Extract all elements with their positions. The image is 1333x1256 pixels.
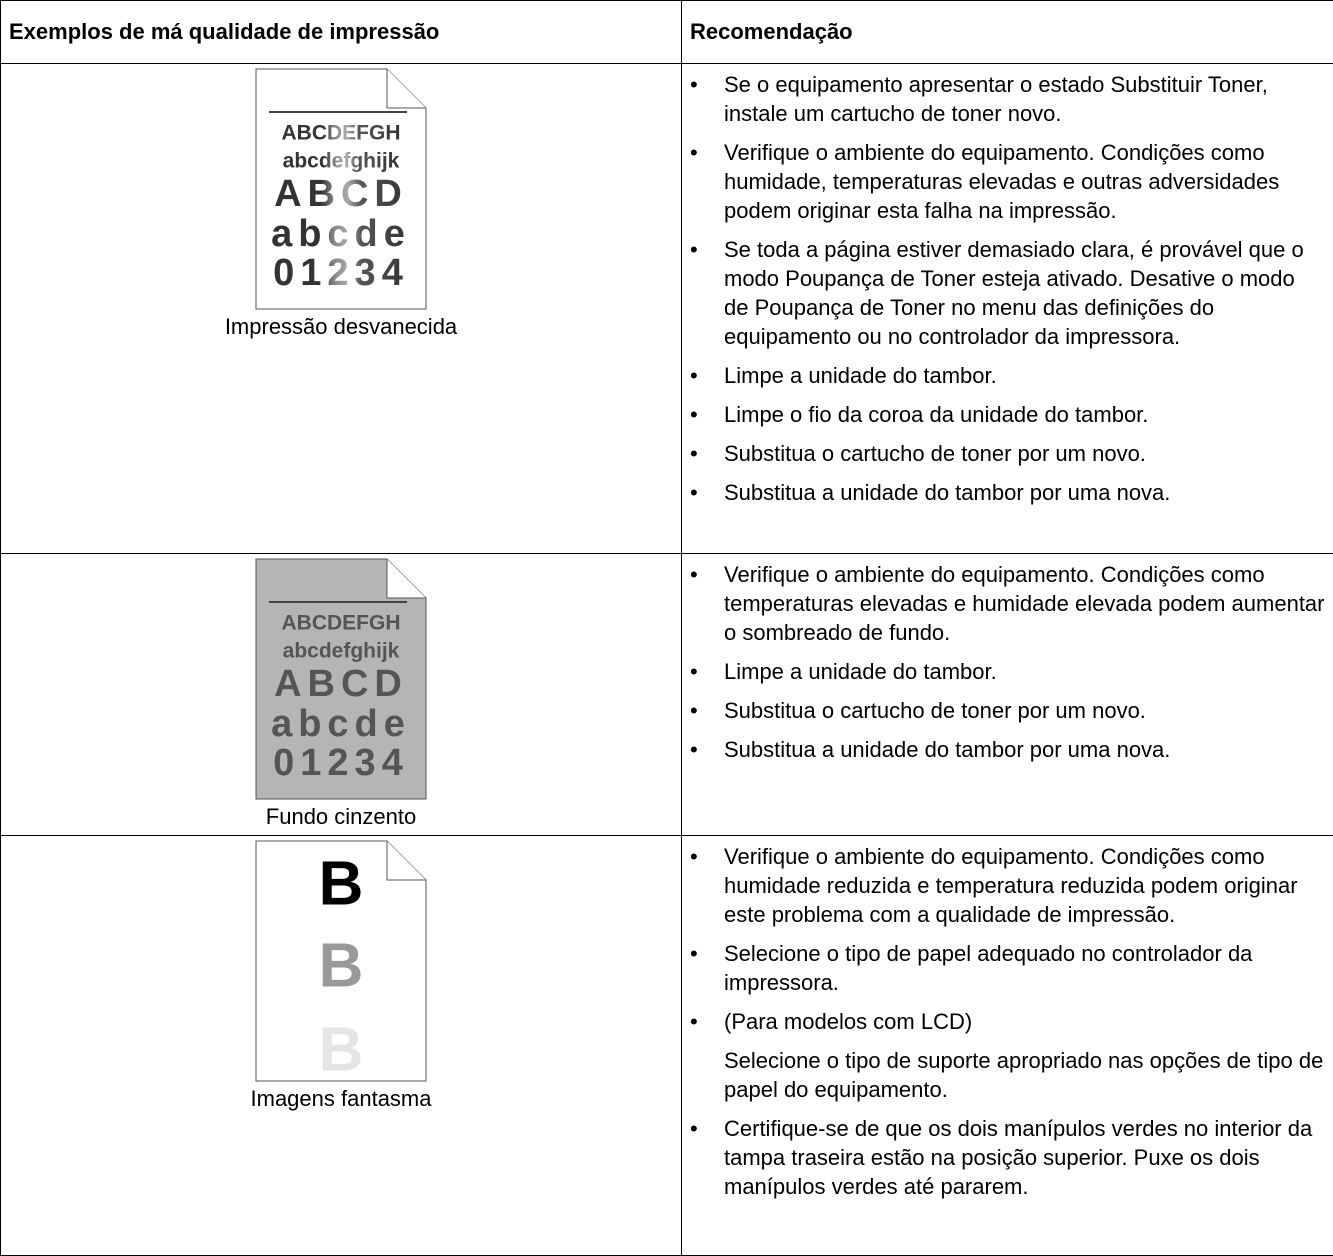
recommendation-cell: Se o equipamento apresentar o estado Sub… bbox=[682, 64, 1333, 554]
sample-text: abcde bbox=[271, 703, 411, 745]
recommendation-item: Substitua o cartucho de toner por um nov… bbox=[682, 439, 1325, 468]
header-cell: Exemplos de má qualidade de impressão bbox=[1, 1, 682, 64]
recommendation-text: Se toda a página estiver demasiado clara… bbox=[724, 237, 1304, 349]
recommendation-text: Substitua o cartucho de toner por um nov… bbox=[724, 441, 1146, 466]
sample-text: ABCDEFGH bbox=[282, 122, 401, 145]
recommendation-cell: Verifique o ambiente do equipamento. Con… bbox=[682, 554, 1333, 836]
recommendation-text: Substitua a unidade do tambor por uma no… bbox=[724, 480, 1170, 505]
recommendation-text: Substitua o cartucho de toner por um nov… bbox=[724, 698, 1146, 723]
sample-text: ABCD bbox=[274, 663, 408, 705]
header-cell: Recomendação bbox=[682, 1, 1333, 64]
recommendation-text: Selecione o tipo de papel adequado no co… bbox=[724, 941, 1252, 995]
sample-text: ABCD bbox=[274, 173, 408, 215]
sample-text: ABCDEFGH bbox=[282, 612, 401, 635]
ghost-letter: B bbox=[319, 849, 364, 918]
recommendation-text: Verifique o ambiente do equipamento. Con… bbox=[724, 844, 1298, 927]
recommendation-list: Verifique o ambiente do equipamento. Con… bbox=[682, 836, 1333, 1201]
recommendation-text: Limpe a unidade do tambor. bbox=[724, 363, 997, 388]
recommendation-text: Se o equipamento apresentar o estado Sub… bbox=[724, 72, 1268, 126]
recommendation-item: Se toda a página estiver demasiado clara… bbox=[682, 235, 1325, 351]
page-illustration: BBB bbox=[255, 840, 427, 1082]
recommendation-text: Substitua a unidade do tambor por uma no… bbox=[724, 737, 1170, 762]
recommendation-detail: Selecione o tipo de suporte apropriado n… bbox=[724, 1046, 1325, 1104]
recommendation-item: Substitua o cartucho de toner por um nov… bbox=[682, 696, 1325, 725]
recommendation-item: Verifique o ambiente do equipamento. Con… bbox=[682, 560, 1325, 647]
recommendation-item: Limpe o fio da coroa da unidade do tambo… bbox=[682, 400, 1325, 429]
recommendation-list: Verifique o ambiente do equipamento. Con… bbox=[682, 554, 1333, 764]
recommendation-item: Limpe a unidade do tambor. bbox=[682, 361, 1325, 390]
recommendation-text: Limpe o fio da coroa da unidade do tambo… bbox=[724, 402, 1148, 427]
caption: Fundo cinzento bbox=[1, 804, 681, 830]
recommendation-item: Limpe a unidade do tambor. bbox=[682, 657, 1325, 686]
sample-text: abcde bbox=[271, 213, 411, 255]
sample-text: 01234 bbox=[273, 742, 409, 784]
caption: Impressão desvanecida bbox=[1, 314, 681, 340]
recommendation-item: Certifique-se de que os dois manípulos v… bbox=[682, 1114, 1325, 1201]
recommendation-text: Limpe a unidade do tambor. bbox=[724, 659, 997, 684]
recommendation-text: (Para modelos com LCD) bbox=[724, 1009, 972, 1034]
recommendation-text: Verifique o ambiente do equipamento. Con… bbox=[724, 140, 1279, 223]
recommendation-item: Verifique o ambiente do equipamento. Con… bbox=[682, 138, 1325, 225]
recommendation-item: Substitua a unidade do tambor por uma no… bbox=[682, 478, 1325, 507]
header-row: Exemplos de má qualidade de impressão Re… bbox=[1, 1, 1333, 64]
recommendation-item: Selecione o tipo de papel adequado no co… bbox=[682, 939, 1325, 997]
recommendation-text: Verifique o ambiente do equipamento. Con… bbox=[724, 562, 1325, 645]
recommendation-item: Se o equipamento apresentar o estado Sub… bbox=[682, 70, 1325, 128]
sample-text: 01234 bbox=[273, 252, 409, 294]
recommendation-cell: Verifique o ambiente do equipamento. Con… bbox=[682, 836, 1333, 1256]
recommendation-list: Se o equipamento apresentar o estado Sub… bbox=[682, 64, 1333, 507]
ghost-letter: B bbox=[319, 1015, 364, 1082]
ghost-letter: B bbox=[319, 931, 364, 1000]
recommendation-item: (Para modelos com LCD) Selecione o tipo d… bbox=[682, 1007, 1325, 1104]
caption: Imagens fantasma bbox=[1, 1086, 681, 1112]
recommendation-item: Verifique o ambiente do equipamento. Con… bbox=[682, 842, 1325, 929]
sample-text: abcdefghijk bbox=[283, 640, 400, 663]
recommendation-text: Certifique-se de que os dois manípulos v… bbox=[724, 1116, 1312, 1199]
sample-text: abcdefghijk bbox=[283, 150, 400, 173]
recommendation-item: Substitua a unidade do tambor por uma no… bbox=[682, 735, 1325, 764]
